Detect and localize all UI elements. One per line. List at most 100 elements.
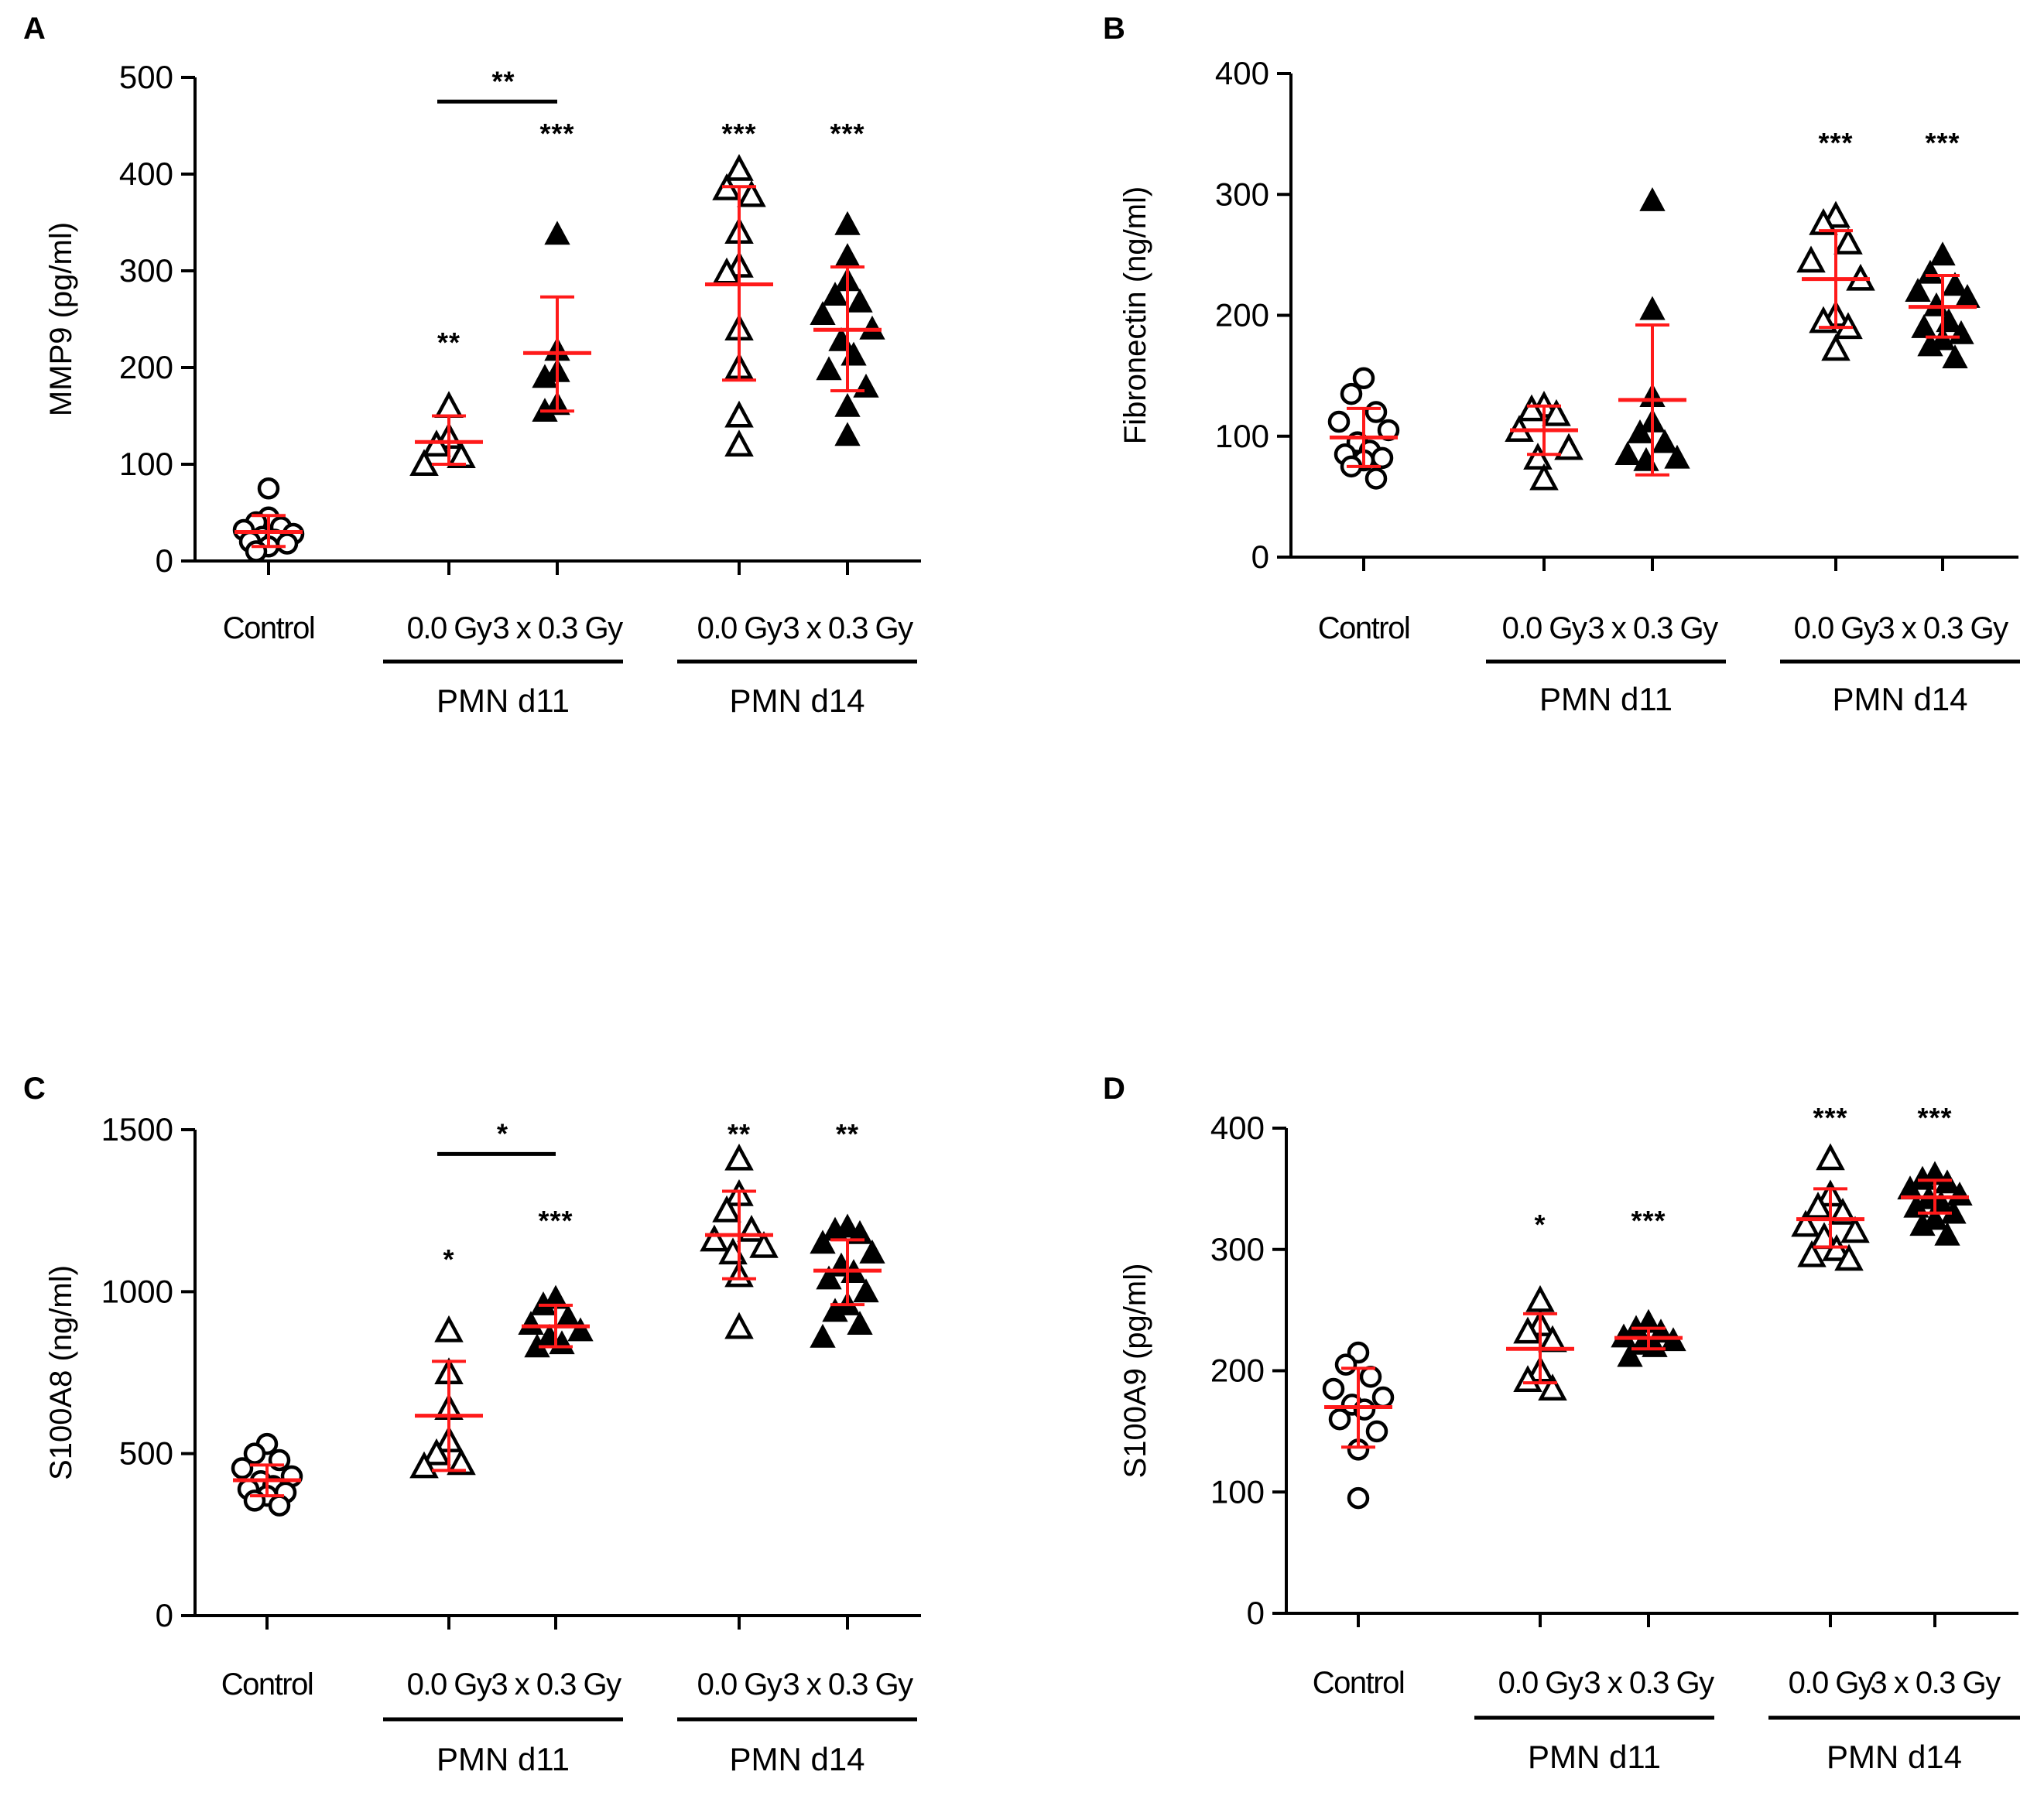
data-point bbox=[1542, 398, 1571, 426]
y-tick-label: 0 bbox=[1251, 539, 1269, 575]
data-point bbox=[822, 1298, 848, 1322]
data-point bbox=[276, 532, 299, 555]
series-pmn-d14-3-x-0-3-gy: ** bbox=[810, 1118, 885, 1348]
significance-label: * bbox=[1534, 1209, 1546, 1240]
data-point bbox=[1364, 467, 1388, 490]
data-point bbox=[1639, 296, 1666, 320]
comparison-label: * bbox=[497, 1117, 508, 1149]
data-point bbox=[724, 400, 754, 428]
data-point bbox=[724, 1312, 754, 1339]
data-point bbox=[447, 441, 476, 468]
data-point bbox=[1917, 259, 1943, 284]
significance-label: ** bbox=[437, 327, 460, 358]
y-tick-label: 100 bbox=[1215, 418, 1269, 454]
data-point bbox=[409, 1451, 439, 1479]
data-point bbox=[1377, 419, 1400, 442]
data-point bbox=[1529, 463, 1559, 491]
series-control bbox=[232, 477, 305, 563]
y-tick-label: 0 bbox=[156, 1597, 173, 1633]
data-point bbox=[1929, 241, 1956, 266]
x-tick-label-0-0-gy: 0.0 Gy bbox=[697, 1667, 782, 1702]
data-point bbox=[447, 1448, 476, 1476]
data-point bbox=[1946, 1182, 1973, 1206]
data-point bbox=[1525, 1284, 1555, 1312]
series-control bbox=[231, 1432, 303, 1517]
data-point bbox=[1334, 1353, 1358, 1376]
data-point bbox=[1364, 401, 1388, 423]
data-point bbox=[1513, 1365, 1542, 1393]
data-point bbox=[1922, 1206, 1948, 1230]
y-tick-label: 1500 bbox=[101, 1111, 173, 1147]
series-pmn-d14-0-0-gy: *** bbox=[1796, 127, 1875, 361]
data-point bbox=[1934, 1221, 1960, 1246]
data-point bbox=[1554, 433, 1584, 460]
data-point bbox=[828, 327, 854, 351]
data-point bbox=[1639, 186, 1666, 211]
data-point bbox=[422, 429, 451, 457]
data-point bbox=[1796, 245, 1826, 273]
x-tick-label-3-x-0-3-gy: 3 x 0.3 Gy bbox=[782, 611, 913, 645]
x-tick-label-0-0-gy: 0.0 Gy bbox=[697, 611, 782, 645]
y-tick-label: 100 bbox=[119, 446, 173, 482]
panel-a: A 0 100 200 300 400 500 MMP9 (pg/ml) Control 0.0 … bbox=[23, 12, 921, 719]
significance-label: *** bbox=[1925, 127, 1960, 159]
data-point bbox=[1834, 1243, 1864, 1271]
series-pmn-d11-3-x-0-3-gy bbox=[1614, 186, 1690, 477]
data-point bbox=[822, 282, 848, 306]
x-tick-label-3-x-0-3-gy: 3 x 0.3 Gy bbox=[1584, 1666, 1714, 1700]
series-pmn-d11-0-0-gy bbox=[1505, 390, 1584, 491]
data-point bbox=[257, 477, 280, 500]
significance-label: *** bbox=[830, 118, 865, 149]
data-point bbox=[1371, 1386, 1395, 1409]
data-point bbox=[700, 1224, 729, 1252]
data-point bbox=[810, 301, 836, 325]
series-pmn-d14-3-x-0-3-gy: *** bbox=[1897, 1102, 1973, 1246]
x-tick-label-3-x-0-3-gy: 3 x 0.3 Gy bbox=[1587, 611, 1718, 645]
series-pmn-d11-3-x-0-3-gy: *** bbox=[1611, 1205, 1686, 1367]
x-tick-label-0-0-gy: 0.0 Gy bbox=[407, 1667, 492, 1702]
series-pmn-d11-3-x-0-3-gy: *** bbox=[518, 1205, 594, 1358]
data-point bbox=[724, 1143, 754, 1171]
data-point bbox=[816, 1265, 842, 1290]
y-axis-title: S100A8 (ng/ml) bbox=[44, 1265, 78, 1480]
y-tick-label: 100 bbox=[1210, 1473, 1265, 1510]
data-point bbox=[1359, 1366, 1382, 1388]
data-point bbox=[1833, 227, 1863, 255]
data-point bbox=[810, 1323, 836, 1348]
data-point bbox=[1809, 208, 1838, 235]
data-point bbox=[243, 1489, 266, 1512]
significance-label: ** bbox=[836, 1118, 859, 1150]
y-axis-title: S100A9 (pg/ml) bbox=[1118, 1264, 1152, 1479]
y-tick-label: 300 bbox=[1215, 176, 1269, 212]
group-label-pmn-d14: PMN d14 bbox=[729, 682, 865, 719]
data-point bbox=[544, 221, 570, 245]
data-point bbox=[1652, 429, 1678, 453]
data-point bbox=[847, 288, 873, 313]
data-point bbox=[816, 356, 842, 381]
series-pmn-d14-3-x-0-3-gy: *** bbox=[1905, 127, 1981, 368]
data-point bbox=[724, 429, 754, 457]
panel-d: D 0 100 200 300 400 S100A9 (pg/ml) Control 0.0 G… bbox=[1103, 1072, 2020, 1775]
data-point bbox=[434, 1315, 464, 1342]
data-point bbox=[1371, 446, 1394, 470]
y-tick-label: 0 bbox=[1247, 1595, 1265, 1631]
x-tick-label-3-x-0-3-gy: 3 x 0.3 Gy bbox=[1878, 611, 2008, 645]
data-point bbox=[1523, 443, 1553, 470]
data-point bbox=[1627, 419, 1653, 443]
series-pmn-d11-0-0-gy: ** bbox=[409, 327, 483, 476]
y-tick-label: 400 bbox=[1215, 55, 1269, 91]
significance-label: * bbox=[443, 1243, 454, 1275]
data-point bbox=[532, 364, 558, 388]
data-point bbox=[422, 1438, 451, 1466]
data-point bbox=[847, 1219, 873, 1244]
panel-d-letter: D bbox=[1103, 1072, 1125, 1106]
data-point bbox=[1905, 278, 1931, 302]
significance-label: ** bbox=[728, 1118, 751, 1150]
data-point bbox=[859, 1239, 885, 1264]
y-tick-label: 400 bbox=[1210, 1110, 1265, 1146]
data-point bbox=[1791, 1209, 1820, 1237]
y-axis-title: MMP9 (pg/ml) bbox=[44, 222, 78, 416]
data-point bbox=[1942, 272, 1968, 296]
group-label-pmn-d11: PMN d11 bbox=[437, 682, 570, 719]
